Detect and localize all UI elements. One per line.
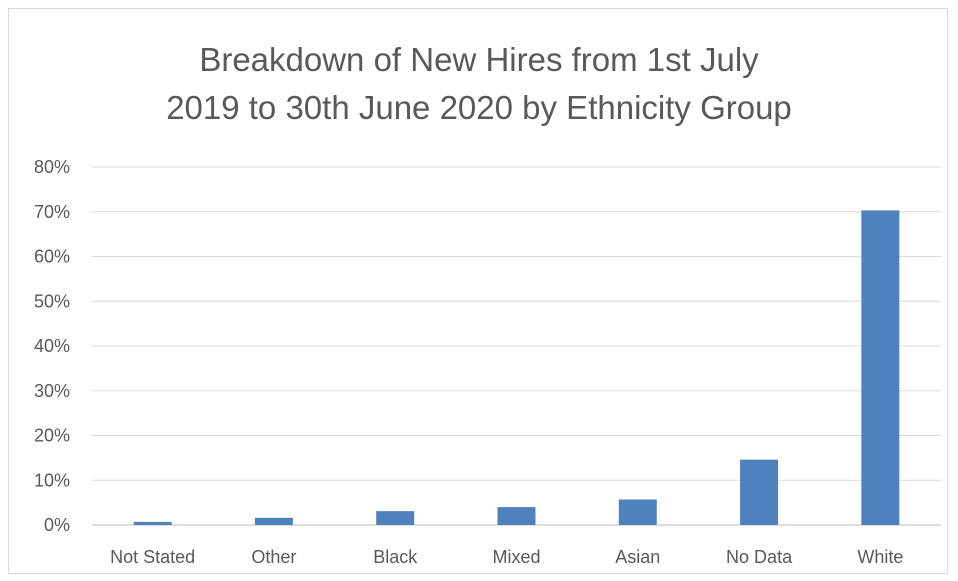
- y-tick-label: 20%: [34, 426, 70, 446]
- chart-frame: [8, 8, 948, 574]
- bar-asian: [618, 499, 657, 525]
- x-axis-ticks: Not Stated Other Black Mixed Asian No Data Whi…: [110, 547, 903, 567]
- chart-title: Breakdown of New Hires from 1st July 201…: [0, 36, 958, 132]
- chart-title-line-1: Breakdown of New Hires from 1st July: [199, 41, 759, 78]
- x-tick-label: No Data: [726, 547, 793, 567]
- bar-no-data: [740, 459, 779, 525]
- x-tick-label: Mixed: [492, 547, 540, 567]
- y-tick-label: 50%: [34, 291, 70, 311]
- bar-white: [861, 210, 900, 525]
- y-tick-label: 10%: [34, 470, 70, 490]
- bar-mixed: [497, 507, 536, 525]
- y-tick-label: 60%: [34, 247, 70, 267]
- gridlines: [92, 166, 941, 526]
- x-tick-label: Other: [251, 547, 296, 567]
- y-tick-label: 40%: [34, 336, 70, 356]
- y-tick-label: 0%: [44, 515, 70, 535]
- y-tick-label: 30%: [34, 381, 70, 401]
- bar-not-stated: [133, 521, 172, 525]
- bar-black: [376, 511, 415, 525]
- x-tick-label: Asian: [615, 547, 660, 567]
- x-tick-label: White: [857, 547, 903, 567]
- chart-title-line-2: 2019 to 30th June 2020 by Ethnicity Grou…: [166, 89, 792, 126]
- x-tick-label: Not Stated: [110, 547, 195, 567]
- bar-other: [254, 517, 293, 525]
- y-axis-ticks: 0% 10% 20% 30% 40% 50% 60% 70% 80%: [34, 157, 70, 535]
- y-tick-label: 80%: [34, 157, 70, 177]
- x-tick-label: Black: [373, 547, 418, 567]
- y-tick-label: 70%: [34, 202, 70, 222]
- bars: [133, 210, 900, 525]
